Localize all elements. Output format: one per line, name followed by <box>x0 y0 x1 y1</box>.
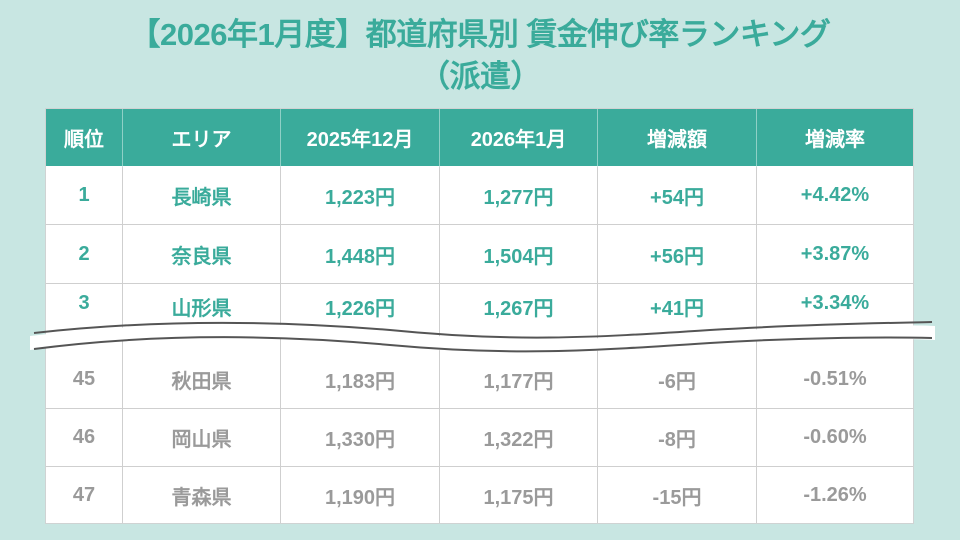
header-diff-amount: 増減額 <box>598 109 757 167</box>
curr-wage-cell: 1,277円 <box>440 167 598 225</box>
area-cell: 岡山県 <box>123 409 281 467</box>
header-area: エリア <box>123 109 281 167</box>
diff-rate-cell: +3.34% <box>800 292 870 314</box>
diff-amount-cell: -8円 <box>598 409 757 467</box>
diff-amount-cell: +56円 <box>598 225 757 284</box>
diff-amount-cell: -6円 <box>598 351 757 409</box>
page-title: 【2026年1月度】都道府県別 賃金伸び率ランキング （派遣） <box>0 14 960 98</box>
prev-wage-cell: 1,183円 <box>281 351 440 409</box>
diff-rate-cell: -1.26% <box>803 483 867 506</box>
table-row: 45 秋田県 1,183円 1,177円 -6円 -0.51% <box>46 351 913 409</box>
ranking-table: 順位 エリア 2025年12月 2026年1月 増減額 増減率 1 長崎県 1,… <box>45 108 914 524</box>
omission-wave-icon <box>30 321 935 353</box>
title-line-2: （派遣） <box>419 59 542 94</box>
curr-wage-cell: 1,322円 <box>440 409 598 467</box>
area-cell: 長崎県 <box>123 167 281 225</box>
table-header-row: 順位 エリア 2025年12月 2026年1月 増減額 増減率 <box>46 109 913 167</box>
rank-cell: 46 <box>46 409 123 467</box>
table-row: 47 青森県 1,190円 1,175円 -15円 -1.26% <box>46 467 913 523</box>
header-diff-rate: 増減率 <box>757 109 913 167</box>
diff-amount-cell: -15円 <box>598 467 757 523</box>
diff-rate-cell: -0.60% <box>757 409 913 467</box>
header-rank: 順位 <box>46 109 123 167</box>
prev-wage-cell: 1,330円 <box>281 409 440 467</box>
table-row: 1 長崎県 1,223円 1,277円 +54円 +4.42% <box>46 167 913 225</box>
prev-wage-cell: 1,226円 <box>281 284 440 351</box>
area-cell: 奈良県 <box>123 225 281 284</box>
table-row: 46 岡山県 1,330円 1,322円 -8円 -0.60% <box>46 409 913 467</box>
rank-cell: 1 <box>46 167 123 225</box>
prev-wage-cell: 1,223円 <box>281 167 440 225</box>
prev-wage-cell: 1,190円 <box>281 467 440 523</box>
curr-wage-cell: 1,267円 <box>440 284 598 351</box>
header-curr-month: 2026年1月 <box>440 109 598 167</box>
curr-wage-cell: 1,177円 <box>440 351 598 409</box>
diff-amount-cell: +54円 <box>598 167 757 225</box>
area-cell: 山形県 <box>123 284 281 351</box>
diff-rate-cell: +3.87% <box>757 225 913 284</box>
rank-cell: 2 <box>46 225 123 284</box>
area-cell: 秋田県 <box>123 351 281 409</box>
table-row: 2 奈良県 1,448円 1,504円 +56円 +3.87% <box>46 225 913 284</box>
rank-cell: 3 <box>46 284 123 351</box>
diff-amount-cell: +41円 <box>598 284 757 351</box>
prev-wage-cell: 1,448円 <box>281 225 440 284</box>
header-prev-month: 2025年12月 <box>281 109 440 167</box>
rank-cell: 45 <box>46 351 123 409</box>
diff-rate-cell: -0.51% <box>757 351 913 409</box>
area-cell: 青森県 <box>123 467 281 523</box>
table-row: 3 山形県 1,226円 1,267円 +41円 +3.34% <box>46 284 913 351</box>
curr-wage-cell: 1,175円 <box>440 467 598 523</box>
diff-rate-cell: +4.42% <box>757 167 913 225</box>
rank-cell: 47 <box>46 467 123 523</box>
title-line-1: 【2026年1月度】都道府県別 賃金伸び率ランキング <box>129 17 831 52</box>
curr-wage-cell: 1,504円 <box>440 225 598 284</box>
